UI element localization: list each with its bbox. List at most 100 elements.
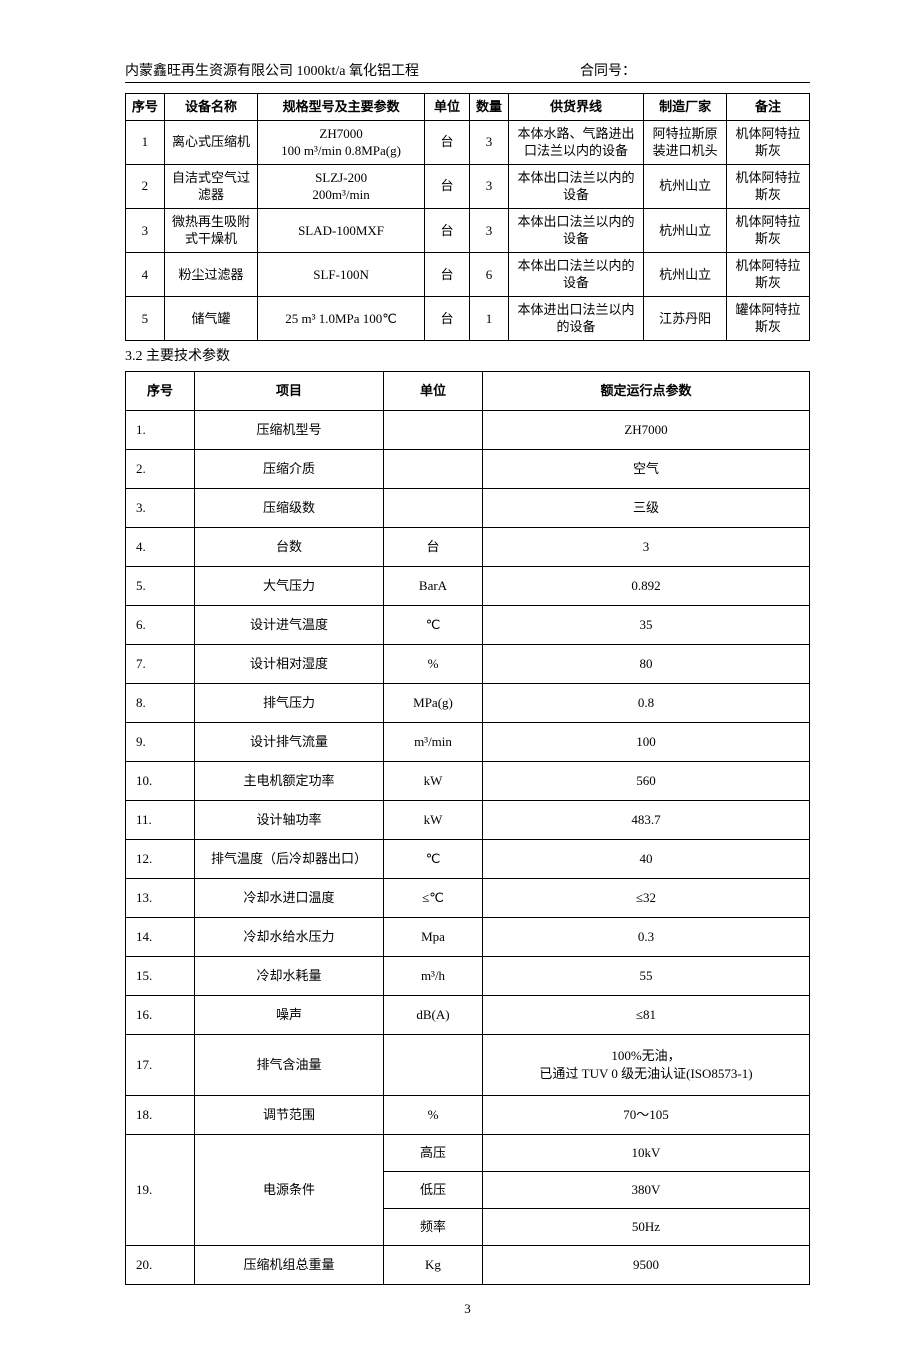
cell-unit: 台 [424,252,469,296]
page-number: 3 [125,1301,810,1317]
cell-unit [384,411,483,450]
cell-val: ≤32 [483,879,810,918]
cell-item: 台数 [195,528,384,567]
cell-maker: 江苏丹阳 [644,296,727,340]
table-row: 17.排气含油量100%无油，已通过 TUV 0 级无油认证(ISO8573-1… [126,1035,810,1096]
cell-item: 冷却水耗量 [195,957,384,996]
cell-scope: 本体出口法兰以内的设备 [508,208,643,252]
cell-maker: 阿特拉斯原装进口机头 [644,120,727,164]
table-row: 2自洁式空气过滤器SLZJ-200200m³/min台3本体出口法兰以内的设备杭… [126,164,810,208]
cell-unit: % [384,645,483,684]
cell-unit: 台 [424,164,469,208]
cell-val: ≤81 [483,996,810,1035]
cell-val: 483.7 [483,801,810,840]
cell-seq: 1. [126,411,195,450]
th-maker: 制造厂家 [644,94,727,121]
cell-seq: 17. [126,1035,195,1096]
cell-item: 排气压力 [195,684,384,723]
cell-val: 3 [483,528,810,567]
cell-item: 调节范围 [195,1096,384,1135]
cell-qty: 3 [470,164,509,208]
cell-unit: m³/h [384,957,483,996]
cell-item: 设计进气温度 [195,606,384,645]
cell-name: 自洁式空气过滤器 [164,164,257,208]
table-row: 3.压缩级数三级 [126,489,810,528]
cell-spec: SLAD-100MXF [258,208,425,252]
cell-seq: 2. [126,450,195,489]
table-row: 13.冷却水进口温度≤℃≤32 [126,879,810,918]
table-row: 19.电源条件高压10kV [126,1135,810,1172]
th-seq: 序号 [126,372,195,411]
cell-seq: 6. [126,606,195,645]
table-row: 12.排气温度（后冷却器出口）℃40 [126,840,810,879]
cell-seq: 16. [126,996,195,1035]
cell-seq: 4. [126,528,195,567]
cell-qty: 3 [470,120,509,164]
cell-item: 排气温度（后冷却器出口） [195,840,384,879]
cell-unit: kW [384,762,483,801]
cell-item: 压缩介质 [195,450,384,489]
cell-unit: ≤℃ [384,879,483,918]
cell-val: 10kV [483,1135,810,1172]
table-header-row: 序号 设备名称 规格型号及主要参数 单位 数量 供货界线 制造厂家 备注 [126,94,810,121]
cell-unit [384,1035,483,1096]
cell-unit: 频率 [384,1209,483,1246]
cell-unit: % [384,1096,483,1135]
cell-spec: SLF-100N [258,252,425,296]
cell-val: 空气 [483,450,810,489]
cell-val: 70～105 [483,1096,810,1135]
cell-scope: 本体出口法兰以内的设备 [508,252,643,296]
equipment-table: 序号 设备名称 规格型号及主要参数 单位 数量 供货界线 制造厂家 备注 1离心… [125,93,810,341]
th-val: 额定运行点参数 [483,372,810,411]
cell-unit: kW [384,801,483,840]
cell-seq: 3 [126,208,165,252]
cell-qty: 6 [470,252,509,296]
cell-seq: 20. [126,1246,195,1285]
cell-unit: BarA [384,567,483,606]
cell-unit: MPa(g) [384,684,483,723]
cell-val: 560 [483,762,810,801]
cell-item: 主电机额定功率 [195,762,384,801]
cell-item: 噪声 [195,996,384,1035]
cell-val: 0.3 [483,918,810,957]
th-spec: 规格型号及主要参数 [258,94,425,121]
cell-unit: 高压 [384,1135,483,1172]
cell-seq: 7. [126,645,195,684]
header-left: 内蒙鑫旺再生资源有限公司 1000kt/a 氧化铝工程 [125,60,580,80]
table-row: 8.排气压力MPa(g)0.8 [126,684,810,723]
table-row: 20.压缩机组总重量Kg9500 [126,1246,810,1285]
cell-seq: 14. [126,918,195,957]
cell-val: 80 [483,645,810,684]
cell-scope: 本体水路、气路进出口法兰以内的设备 [508,120,643,164]
cell-val: ZH7000 [483,411,810,450]
cell-name: 微热再生吸附式干燥机 [164,208,257,252]
section-3-2-title: 3.2 主要技术参数 [125,345,810,365]
cell-seq: 18. [126,1096,195,1135]
cell-item: 设计排气流量 [195,723,384,762]
th-name: 设备名称 [164,94,257,121]
cell-note: 罐体阿特拉斯灰 [727,296,810,340]
cell-seq: 8. [126,684,195,723]
header-right: 合同号： [580,60,810,80]
cell-seq: 1 [126,120,165,164]
table-row: 18.调节范围%70～105 [126,1096,810,1135]
cell-item: 压缩机型号 [195,411,384,450]
table-row: 6.设计进气温度℃35 [126,606,810,645]
cell-note: 机体阿特拉斯灰 [727,164,810,208]
cell-unit: dB(A) [384,996,483,1035]
cell-val: 9500 [483,1246,810,1285]
cell-maker: 杭州山立 [644,252,727,296]
cell-note: 机体阿特拉斯灰 [727,208,810,252]
cell-seq: 5 [126,296,165,340]
cell-unit [384,489,483,528]
cell-seq: 4 [126,252,165,296]
cell-item: 大气压力 [195,567,384,606]
table-row: 4粉尘过滤器SLF-100N台6本体出口法兰以内的设备杭州山立机体阿特拉斯灰 [126,252,810,296]
cell-maker: 杭州山立 [644,208,727,252]
cell-seq: 10. [126,762,195,801]
cell-scope: 本体出口法兰以内的设备 [508,164,643,208]
cell-val: 35 [483,606,810,645]
cell-note: 机体阿特拉斯灰 [727,120,810,164]
cell-unit: m³/min [384,723,483,762]
cell-unit [384,450,483,489]
